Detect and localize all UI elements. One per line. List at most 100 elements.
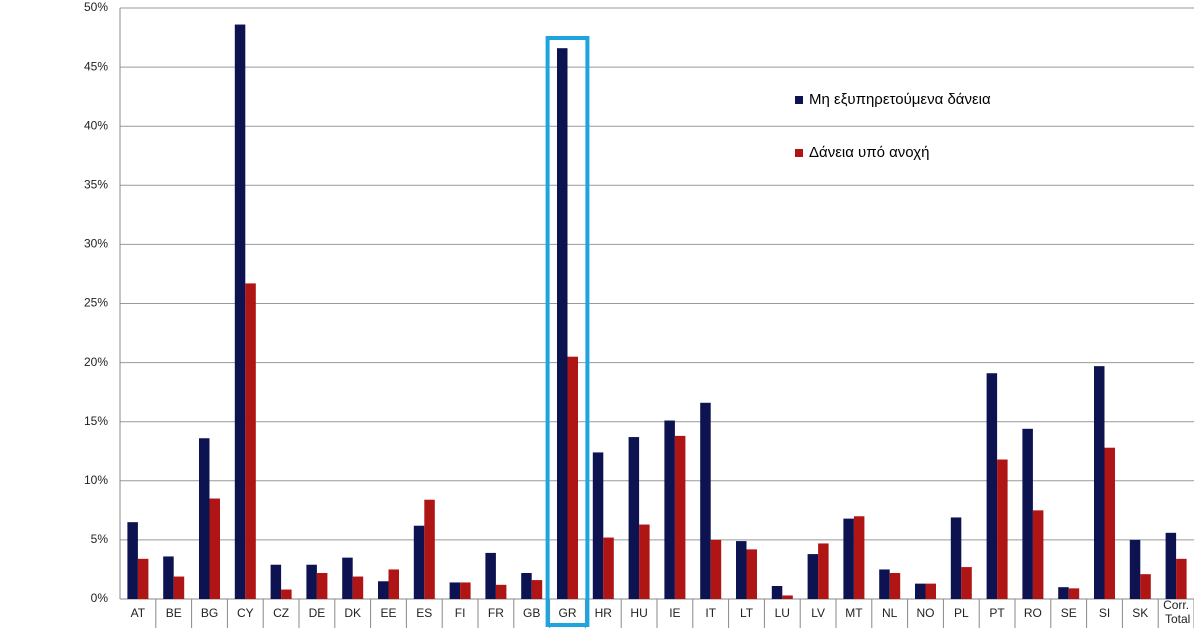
bar (127, 522, 138, 599)
bar (915, 583, 926, 599)
x-tick-label: DE (309, 606, 326, 620)
y-tick-label: 30% (84, 237, 108, 251)
legend-swatch (795, 149, 803, 157)
bar (413, 525, 425, 599)
x-tick-label: GB (523, 606, 540, 620)
bar (531, 580, 543, 599)
x-tick-label: DK (344, 606, 361, 620)
bar (986, 373, 998, 599)
bar (1104, 447, 1115, 599)
bar (567, 356, 578, 599)
x-tick-label: HU (630, 606, 647, 620)
x-tick-label: FI (455, 606, 466, 620)
bar (306, 564, 317, 599)
x-tick-label: LV (811, 606, 825, 620)
bar (557, 48, 568, 600)
bar (521, 572, 532, 599)
bar (1022, 428, 1033, 599)
x-tick-label: ES (416, 606, 432, 620)
bar (736, 541, 747, 599)
bar (234, 24, 246, 600)
y-tick-label: 25% (84, 296, 108, 310)
y-tick-label: 15% (84, 414, 108, 428)
x-tick-label: HR (595, 606, 613, 620)
x-tick-label: Corr. Total (1162, 598, 1190, 626)
x-tick-label: IT (705, 606, 716, 620)
bar (925, 583, 936, 599)
bar (388, 569, 399, 599)
x-tick-label: SK (1132, 606, 1148, 620)
y-tick-label: 35% (84, 177, 108, 191)
bar (674, 435, 686, 599)
bar (1094, 366, 1105, 599)
bar (424, 499, 435, 599)
bar (342, 557, 353, 599)
bar (961, 567, 972, 599)
bar (378, 581, 389, 599)
x-tick-label: PT (989, 606, 1005, 620)
bar (950, 517, 962, 599)
x-tick-label: BG (201, 606, 218, 620)
y-tick-label: 0% (91, 591, 109, 605)
bar (879, 569, 890, 599)
bar (1176, 558, 1187, 599)
bar (746, 549, 757, 599)
x-tick-label: NL (882, 606, 898, 620)
x-tick-label: IE (669, 606, 680, 620)
bar (173, 576, 185, 599)
x-tick-label: EE (380, 606, 396, 620)
x-tick-label: RO (1024, 606, 1042, 620)
bar (1068, 588, 1080, 599)
bar (485, 552, 496, 599)
x-tick-label: NO (917, 606, 935, 620)
bar (209, 498, 220, 599)
bar (997, 459, 1008, 599)
bar (245, 283, 256, 599)
bar (603, 537, 614, 599)
y-tick-label: 40% (84, 118, 108, 132)
y-tick-label: 50% (84, 0, 108, 14)
bar (449, 582, 461, 599)
bar (1165, 532, 1177, 599)
legend-label: Μη εξυπηρετούμενα δάνεια (809, 91, 991, 108)
y-tick-label: 5% (91, 532, 109, 546)
bar (199, 438, 210, 599)
bar (807, 554, 819, 599)
bar (352, 576, 364, 599)
bar (1032, 510, 1044, 599)
bar (1140, 574, 1151, 599)
bar (843, 518, 854, 599)
bar (853, 516, 865, 599)
bar (628, 437, 640, 599)
x-tick-label: LT (740, 606, 754, 620)
x-tick-label: SI (1099, 606, 1110, 620)
x-tick-label: SE (1061, 606, 1077, 620)
x-tick-label: AT (131, 606, 146, 620)
x-tick-label: FR (488, 606, 504, 620)
bar (1058, 587, 1069, 599)
bar (771, 585, 783, 599)
y-tick-label: 10% (84, 473, 108, 487)
x-tick-label: CZ (273, 606, 289, 620)
bar (281, 589, 292, 599)
y-tick-label: 20% (84, 355, 108, 369)
bar (639, 524, 650, 599)
bar (270, 564, 282, 599)
bar (818, 543, 829, 599)
x-tick-label: CY (237, 606, 254, 620)
legend-label: Δάνεια υπό ανοχή (809, 144, 929, 161)
x-tick-label: LU (775, 606, 790, 620)
bar (710, 539, 722, 599)
bar (592, 452, 604, 599)
x-tick-label: GR (559, 606, 577, 620)
x-tick-label: MT (845, 606, 863, 620)
bar (1129, 539, 1141, 599)
y-tick-label: 45% (84, 59, 108, 73)
bar (316, 572, 328, 599)
bar (664, 420, 675, 599)
bar (889, 572, 901, 599)
bar (782, 595, 793, 599)
bar (137, 558, 149, 599)
highlight-box (545, 36, 590, 627)
